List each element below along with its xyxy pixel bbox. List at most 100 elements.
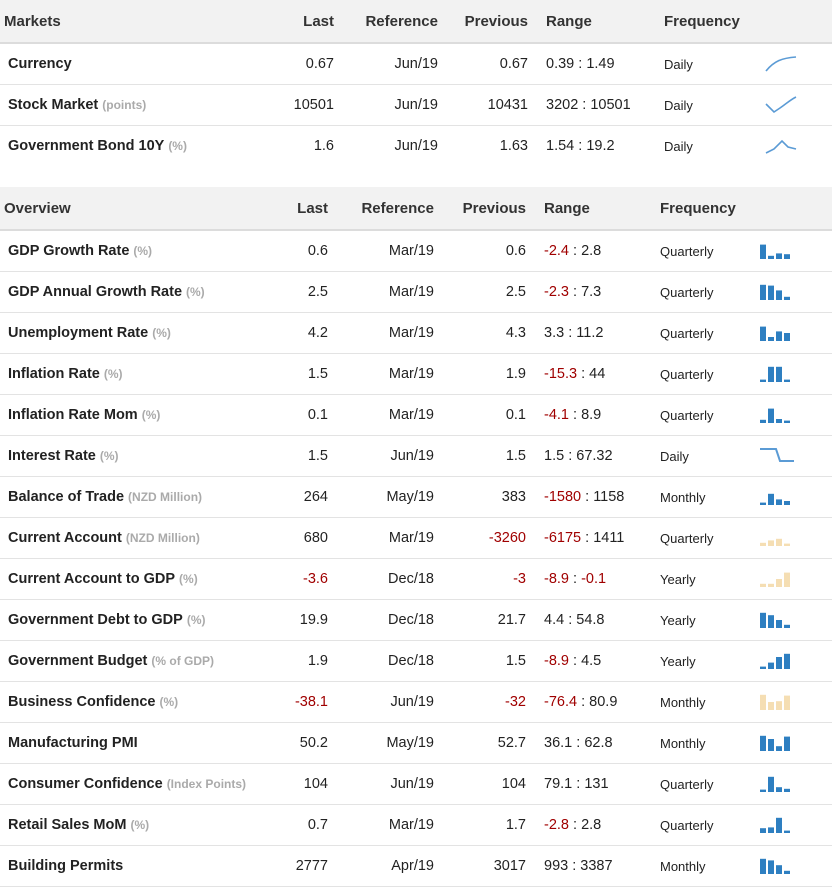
indicator-link[interactable]: Business Confidence: [8, 694, 156, 710]
markets-col-last[interactable]: Last: [270, 0, 334, 44]
bar-sparkline-chart[interactable]: [758, 857, 794, 875]
indicator-row[interactable]: Currency 0.67 Jun/19 0.67 0.39 : 1.49 Daily: [0, 43, 832, 85]
indicator-link[interactable]: Retail Sales MoM: [8, 817, 127, 833]
markets-col-frequency[interactable]: Frequency: [648, 0, 754, 44]
range-low: -2.8: [544, 817, 569, 833]
range-low: 3202: [546, 97, 579, 113]
bar-sparkline-chart[interactable]: [758, 242, 794, 260]
overview-col-name[interactable]: Overview: [0, 187, 270, 231]
bar-sparkline-chart[interactable]: [758, 570, 794, 588]
sparkline-chart[interactable]: [762, 135, 802, 157]
indicator-row[interactable]: Consumer Confidence (Index Points) 104 Jun/…: [0, 763, 832, 805]
bar-sparkline-chart[interactable]: [758, 324, 794, 342]
overview-col-range[interactable]: Range: [526, 187, 644, 231]
bar-sparkline-chart[interactable]: [758, 652, 794, 670]
overview-col-last[interactable]: Last: [270, 187, 328, 231]
sparkline-bar: [760, 612, 766, 628]
reference-date: Mar/19: [328, 353, 434, 395]
indicator-link[interactable]: Current Account to GDP: [8, 571, 176, 587]
range-separator: :: [569, 653, 582, 669]
overview-col-previous[interactable]: Previous: [434, 187, 526, 231]
range-cell: -8.9 : 4.5: [526, 640, 644, 682]
sparkline-bar: [760, 284, 766, 300]
bar-sparkline-chart[interactable]: [758, 488, 794, 506]
range-cell: 4.4 : 54.8: [526, 599, 644, 641]
bar-sparkline-chart[interactable]: [758, 775, 794, 793]
sparkline-bar: [760, 858, 766, 874]
sparkline-chart[interactable]: [762, 53, 802, 75]
markets-col-range[interactable]: Range: [528, 0, 648, 44]
bar-sparkline-chart[interactable]: [758, 406, 794, 424]
indicator-row[interactable]: Government Debt to GDP (%) 19.9 Dec/18 21.7 4…: [0, 599, 832, 641]
sparkline-bar: [776, 657, 782, 669]
indicator-link[interactable]: Inflation Rate Mom: [8, 407, 138, 423]
last-value: 680: [270, 517, 328, 559]
markets-col-name[interactable]: Markets: [0, 0, 270, 44]
indicator-row[interactable]: Government Budget (% of GDP) 1.9 Dec/18 1.5-…: [0, 640, 832, 682]
range-low: -2.3: [544, 284, 569, 300]
indicator-row[interactable]: Business Confidence (%) -38.1 Jun/19 -32 -76.…: [0, 681, 832, 723]
indicator-link[interactable]: Interest Rate: [8, 448, 96, 464]
previous-value: 0.67: [438, 43, 528, 85]
range-high: 1411: [593, 530, 625, 546]
overview-col-reference[interactable]: Reference: [328, 187, 434, 231]
indicator-row[interactable]: Building Permits 2777 Apr/19 3017 993 : 3387…: [0, 845, 832, 887]
overview-col-frequency[interactable]: Frequency: [644, 187, 750, 231]
bar-sparkline-chart[interactable]: [758, 816, 794, 834]
indicator-row[interactable]: Current Account to GDP (%) -3.6 Dec/18 -3 -8.…: [0, 558, 832, 600]
bar-sparkline-chart[interactable]: [758, 693, 794, 711]
indicator-row[interactable]: Inflation Rate (%) 1.5 Mar/19 1.9 -15.3 : 44 Q…: [0, 353, 832, 395]
reference-date: Jun/19: [334, 125, 438, 167]
indicator-link[interactable]: Government Budget: [8, 653, 148, 669]
indicator-link[interactable]: GDP Growth Rate: [8, 243, 130, 259]
indicator-row[interactable]: Unemployment Rate (%) 4.2 Mar/19 4.3 3.3 : 11…: [0, 312, 832, 354]
indicator-row[interactable]: Balance of Trade (NZD Million) 264 May/19 38…: [0, 476, 832, 518]
indicator-link[interactable]: Manufacturing PMI: [8, 735, 138, 751]
indicator-row[interactable]: Current Account (NZD Million) 680 Mar/19 -32…: [0, 517, 832, 559]
indicator-row[interactable]: Government Bond 10Y (%) 1.6 Jun/19 1.63 1.54 …: [0, 125, 832, 167]
sparkline-path: [765, 56, 797, 72]
range-separator: :: [581, 530, 594, 546]
sparkline-chart[interactable]: [758, 445, 798, 467]
bar-sparkline-chart[interactable]: [758, 283, 794, 301]
reference-date: Mar/19: [328, 271, 434, 313]
frequency: Monthly: [644, 845, 750, 887]
indicator-row[interactable]: Retail Sales MoM (%) 0.7 Mar/19 1.7 -2.8 : 2.…: [0, 804, 832, 846]
indicator-row[interactable]: GDP Growth Rate (%) 0.6 Mar/19 0.6 -2.4 : 2.8…: [0, 230, 832, 272]
indicator-link[interactable]: Consumer Confidence: [8, 776, 163, 792]
range-high: 67.32: [576, 448, 613, 464]
bar-sparkline-chart[interactable]: [758, 611, 794, 629]
indicator-link[interactable]: Currency: [8, 56, 72, 72]
range-high: 11.2: [576, 325, 604, 341]
last-value: 2777: [270, 845, 328, 887]
indicator-link[interactable]: Building Permits: [8, 858, 124, 874]
indicator-link[interactable]: Balance of Trade: [8, 489, 125, 505]
indicator-cell: Current Account to GDP (%): [0, 558, 270, 600]
indicator-link[interactable]: Stock Market: [8, 97, 99, 113]
last-value: 2.5: [270, 271, 328, 313]
range-cell: 1.5 : 67.32: [526, 435, 644, 477]
sparkline-bar: [768, 702, 774, 710]
indicator-row[interactable]: GDP Annual Growth Rate (%) 2.5 Mar/19 2.5 -2.…: [0, 271, 832, 313]
bar-sparkline-chart[interactable]: [758, 529, 794, 547]
indicator-link[interactable]: Current Account: [8, 530, 122, 546]
indicator-row[interactable]: Manufacturing PMI 50.2 May/19 52.7 36.1 : 62…: [0, 722, 832, 764]
markets-col-reference[interactable]: Reference: [334, 0, 438, 44]
markets-col-previous[interactable]: Previous: [438, 0, 528, 44]
indicator-link[interactable]: Unemployment Rate: [8, 325, 149, 341]
bar-sparkline-chart[interactable]: [758, 734, 794, 752]
indicator-row[interactable]: Stock Market (points) 10501 Jun/19 10431 3202…: [0, 84, 832, 126]
indicator-row[interactable]: Interest Rate (%) 1.5 Jun/19 1.5 1.5 : 67.32 D…: [0, 435, 832, 477]
range-cell: -2.8 : 2.8: [526, 804, 644, 846]
chart-cell: [750, 640, 832, 682]
bar-sparkline-chart[interactable]: [758, 365, 794, 383]
indicator-link[interactable]: Government Bond 10Y: [8, 138, 165, 154]
last-value: 50.2: [270, 722, 328, 764]
range-high: 7.3: [581, 284, 602, 300]
indicator-row[interactable]: Inflation Rate Mom (%) 0.1 Mar/19 0.1 -4.1 : …: [0, 394, 832, 436]
indicator-link[interactable]: GDP Annual Growth Rate: [8, 284, 183, 300]
indicator-link[interactable]: Government Debt to GDP: [8, 612, 183, 628]
indicator-link[interactable]: Inflation Rate: [8, 366, 100, 382]
sparkline-chart[interactable]: [762, 94, 802, 116]
unit-label: (%): [186, 285, 205, 299]
